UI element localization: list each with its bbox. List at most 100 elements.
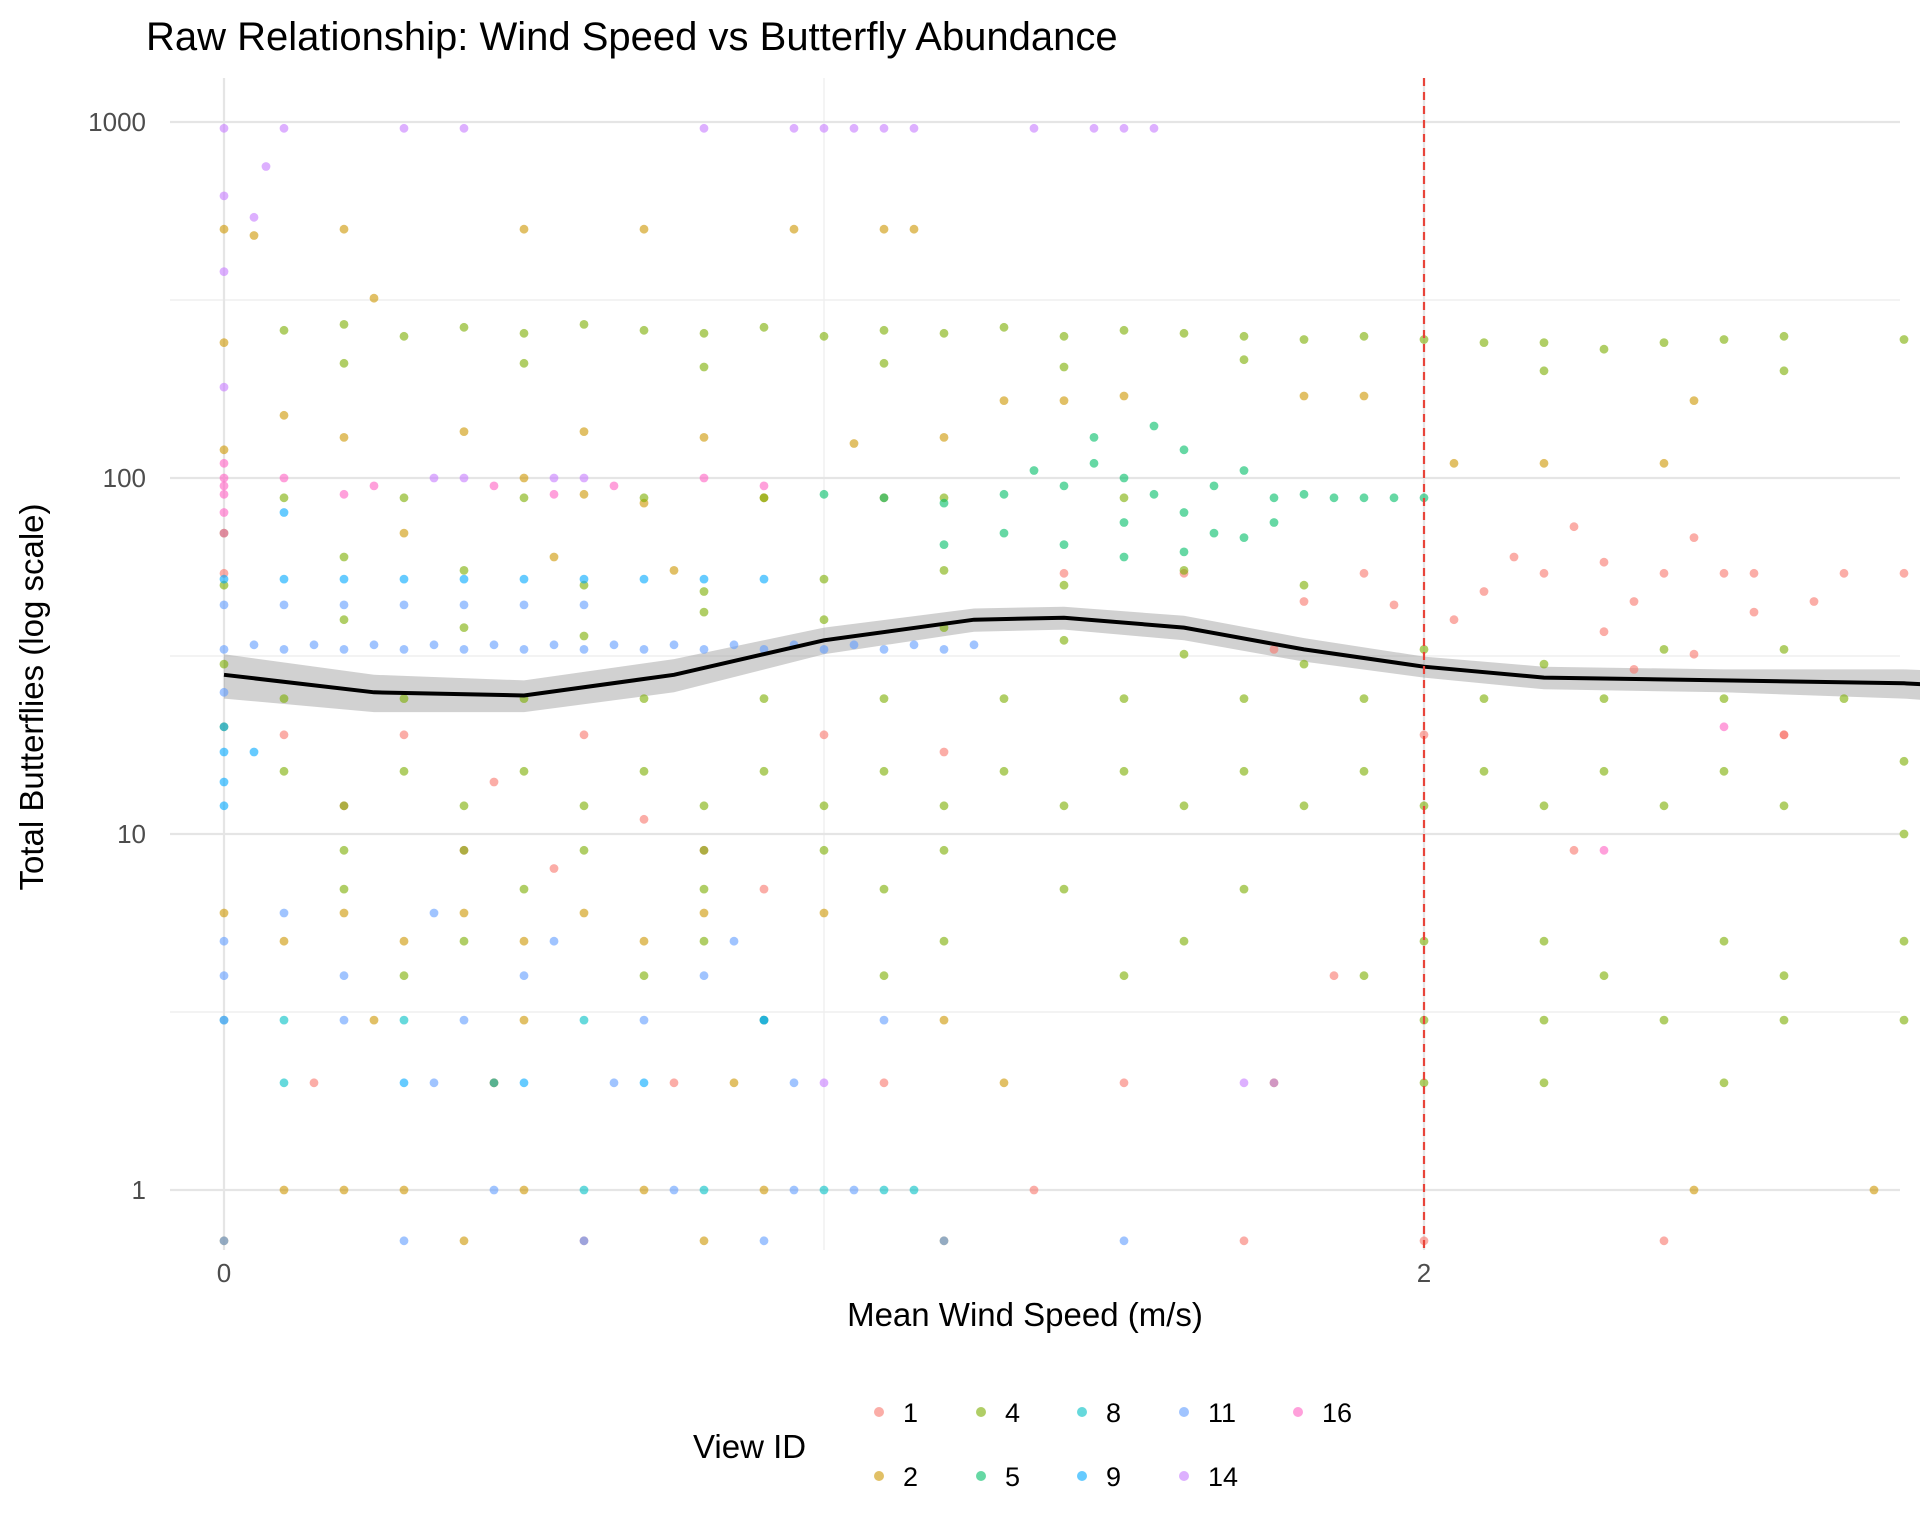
data-point-view-4 <box>699 362 709 372</box>
data-point-view-9 <box>219 722 229 732</box>
data-point-view-4 <box>699 936 709 946</box>
data-point-view-4 <box>1779 331 1789 341</box>
data-point-view-4 <box>1899 829 1909 839</box>
legend-key-view-5 <box>976 1471 986 1481</box>
data-point-view-2 <box>1299 391 1309 401</box>
data-point-view-9 <box>219 574 229 584</box>
data-point-view-5 <box>1209 528 1219 538</box>
data-point-view-4 <box>639 766 649 776</box>
data-point-view-11 <box>579 1236 589 1246</box>
data-point-view-8 <box>489 1078 499 1088</box>
data-point-view-4 <box>1779 1015 1789 1025</box>
data-point-view-5 <box>1359 493 1369 503</box>
data-point-view-11 <box>279 908 289 918</box>
data-point-view-4 <box>819 615 829 625</box>
data-point-view-2 <box>1539 458 1549 468</box>
data-point-view-2 <box>909 224 919 234</box>
data-point-view-4 <box>1359 694 1369 703</box>
data-point-view-4 <box>519 884 529 894</box>
data-point-view-4 <box>1059 580 1069 590</box>
data-point-view-2 <box>459 908 469 918</box>
data-point-view-2 <box>699 433 709 442</box>
data-point-view-5 <box>1269 518 1279 527</box>
y-axis-label: Total Butterflies (log scale) <box>13 504 50 891</box>
data-point-view-14 <box>1239 1078 1249 1088</box>
data-point-view-4 <box>459 566 469 575</box>
data-point-view-11 <box>219 971 229 981</box>
data-point-view-4 <box>939 328 949 338</box>
data-point-view-1 <box>1239 1236 1249 1246</box>
data-point-view-4 <box>999 322 1009 332</box>
data-point-view-4 <box>1239 355 1249 365</box>
data-point-view-8 <box>279 1078 289 1088</box>
data-point-view-1 <box>309 1078 319 1088</box>
data-point-view-5 <box>999 528 1009 538</box>
data-point-view-14 <box>279 123 289 133</box>
data-point-view-11 <box>939 1236 949 1246</box>
data-point-view-4 <box>459 322 469 332</box>
data-point-view-4 <box>1179 801 1189 811</box>
data-point-view-9 <box>399 574 409 584</box>
data-point-view-4 <box>1119 971 1129 981</box>
data-point-view-14 <box>579 473 589 483</box>
data-point-view-4 <box>1059 362 1069 372</box>
data-point-view-16 <box>219 458 229 468</box>
legend-title: View ID <box>693 1428 806 1465</box>
data-point-view-2 <box>819 908 829 918</box>
data-point-view-4 <box>699 845 709 855</box>
data-point-view-5 <box>1389 493 1399 503</box>
data-point-view-14 <box>819 1078 829 1088</box>
data-point-view-4 <box>939 936 949 946</box>
data-point-view-4 <box>699 884 709 894</box>
data-point-view-1 <box>489 777 499 787</box>
data-point-view-11 <box>879 645 889 654</box>
data-point-view-2 <box>639 936 649 946</box>
data-point-view-5 <box>1419 493 1429 503</box>
data-point-view-2 <box>549 552 559 562</box>
data-point-view-5 <box>1029 466 1039 475</box>
data-point-view-2 <box>519 473 529 483</box>
data-point-view-4 <box>1419 936 1429 946</box>
data-point-view-11 <box>849 1185 859 1195</box>
data-point-view-9 <box>219 801 229 811</box>
data-point-view-9 <box>249 747 259 757</box>
data-point-view-11 <box>549 936 559 946</box>
data-point-view-2 <box>369 1015 379 1025</box>
data-point-view-1 <box>549 864 559 873</box>
data-point-view-14 <box>1029 123 1039 133</box>
data-point-view-11 <box>399 645 409 654</box>
data-point-view-4 <box>819 801 829 811</box>
data-point-view-11 <box>279 600 289 610</box>
data-point-view-11 <box>519 971 529 981</box>
data-point-view-1 <box>1359 568 1369 578</box>
data-point-view-16 <box>219 489 229 499</box>
data-point-view-1 <box>1599 557 1609 567</box>
data-point-view-4 <box>1059 884 1069 894</box>
data-point-view-4 <box>1779 971 1789 981</box>
data-point-view-14 <box>459 473 469 483</box>
data-point-view-4 <box>1479 338 1489 347</box>
legend-key-view-8 <box>1077 1407 1087 1417</box>
data-point-view-4 <box>1599 344 1609 354</box>
data-point-view-2 <box>219 908 229 918</box>
y-tick-label: 1000 <box>88 107 146 137</box>
data-point-view-4 <box>1059 801 1069 811</box>
data-point-view-9 <box>519 574 529 584</box>
data-point-view-4 <box>1119 694 1129 703</box>
data-point-view-2 <box>1689 1185 1699 1195</box>
data-point-view-1 <box>819 730 829 740</box>
data-point-view-4 <box>1719 335 1729 344</box>
legend-key-view-9 <box>1077 1471 1087 1481</box>
data-point-view-4 <box>699 328 709 338</box>
data-point-view-4 <box>1479 694 1489 703</box>
data-point-view-1 <box>1749 568 1759 578</box>
data-point-view-9 <box>339 574 349 584</box>
data-point-view-11 <box>339 645 349 654</box>
data-point-view-1 <box>1689 649 1699 659</box>
data-point-view-2 <box>279 410 289 420</box>
data-point-view-11 <box>729 640 739 650</box>
legend-label-view-4: 4 <box>1005 1398 1020 1428</box>
data-point-view-9 <box>759 574 769 584</box>
data-point-view-4 <box>1659 1015 1669 1025</box>
y-axis-ticks: 1 10 100 1000 <box>88 107 146 1205</box>
